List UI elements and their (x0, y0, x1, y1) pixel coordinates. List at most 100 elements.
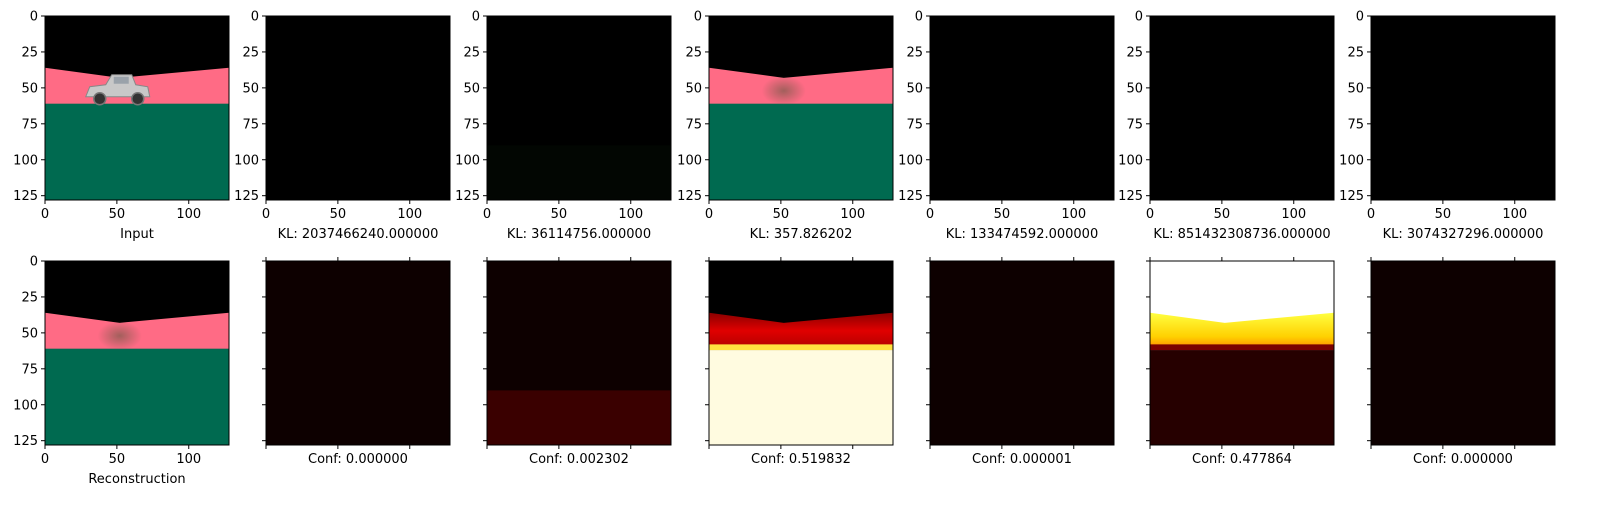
x-tick-label: 100 (1061, 207, 1086, 222)
y-tick-label: 0 (251, 10, 259, 25)
x-tick-label: 50 (330, 207, 347, 222)
y-tick-label: 125 (13, 434, 38, 449)
x-tick-label: 50 (1435, 207, 1452, 222)
heatmap-dark (930, 261, 1114, 445)
axes-frame (265, 260, 451, 446)
subplot-bottom-7: Conf: 0.000000 (1367, 257, 1556, 467)
y-tick-label: 50 (463, 81, 480, 96)
y-tick-label: 125 (898, 189, 923, 204)
subplot-bottom-6: Conf: 0.477864 (1146, 257, 1335, 467)
y-tick-label: 100 (898, 153, 923, 168)
axes-frame (708, 15, 894, 201)
axes-frame (929, 15, 1115, 201)
subplot-top-3: 0 50 100 0 25 50 75 100 125 KL: 36114756.000000 (455, 10, 672, 242)
y-tick-label: 75 (242, 117, 259, 132)
y-tick-label: 100 (677, 153, 702, 168)
y-tick-label: 100 (1339, 153, 1364, 168)
axes-frame (486, 15, 672, 201)
x-tick-label: 100 (1281, 207, 1306, 222)
y-tick-label: 0 (30, 255, 38, 270)
panel-caption: KL: 851432308736.000000 (1153, 227, 1330, 242)
x-tick-label: 50 (994, 207, 1011, 222)
subplot-top-7: 0 50 100 0 25 50 75 100 125 KL: 3074327296.000000 (1339, 10, 1556, 242)
y-tick-label: 75 (463, 117, 480, 132)
x-tick-label: 0 (483, 207, 491, 222)
y-tick-label: 50 (242, 81, 259, 96)
x-tick-label: 0 (1367, 207, 1375, 222)
y-tick-label: 25 (906, 45, 923, 60)
x-tick-label: 50 (1214, 207, 1231, 222)
x-tick-label: 100 (1502, 207, 1527, 222)
image-black (1371, 16, 1555, 200)
y-tick-label: 125 (455, 189, 480, 204)
x-tick-label: 100 (176, 452, 201, 467)
axes-frame (929, 260, 1115, 446)
panel-caption: KL: 357.826202 (750, 227, 853, 242)
y-tick-label: 75 (1347, 117, 1364, 132)
ground-region (709, 103, 893, 200)
y-tick-label: 25 (685, 45, 702, 60)
axes-frame (44, 260, 230, 446)
y-tick-label: 75 (21, 362, 38, 377)
axes-frame (265, 15, 451, 201)
subplot-top-1: 0 50 100 0 25 50 75 100 125 Input (13, 10, 230, 242)
heatmap-band (709, 312, 893, 349)
heatmap-edge (709, 344, 893, 351)
y-tick-label: 0 (915, 10, 923, 25)
y-tick-label: 75 (21, 117, 38, 132)
image-black (1150, 16, 1334, 200)
subplot-top-5: 0 50 100 0 25 50 75 100 125 KL: 133474592.000000 (898, 10, 1115, 242)
y-tick-label: 125 (1118, 189, 1143, 204)
panel-caption: Conf: 0.000000 (308, 452, 408, 467)
panel-caption: Input (120, 227, 154, 242)
car-wheel (93, 92, 107, 106)
axes-frame (44, 15, 230, 201)
panel-caption: Conf: 0.002302 (529, 452, 629, 467)
y-tick-label: 125 (13, 189, 38, 204)
car-body (85, 74, 151, 98)
y-tick-label: 75 (906, 117, 923, 132)
y-tick-label: 25 (21, 45, 38, 60)
x-tick-label: 0 (262, 207, 270, 222)
subplot-top-2: 0 50 100 0 25 50 75 100 125 KL: 2037466240.000000 (234, 10, 451, 242)
panel-caption: Reconstruction (88, 472, 185, 487)
ground-region (45, 103, 229, 200)
subplot-bottom-4: Conf: 0.519832 (705, 257, 894, 467)
y-tick-label: 100 (13, 398, 38, 413)
x-tick-label: 50 (551, 207, 568, 222)
y-tick-label: 50 (21, 81, 38, 96)
y-tick-label: 125 (1339, 189, 1364, 204)
heatmap-ground (709, 350, 893, 445)
panel-caption: Conf: 0.477864 (1192, 452, 1292, 467)
x-tick-label: 0 (41, 452, 49, 467)
car-blur (97, 321, 142, 351)
axes-frame (486, 260, 672, 446)
y-tick-label: 75 (1126, 117, 1143, 132)
x-tick-label: 100 (840, 207, 865, 222)
y-tick-label: 100 (1118, 153, 1143, 168)
panel-caption: KL: 133474592.000000 (946, 227, 1098, 242)
panel-caption: Conf: 0.519832 (751, 452, 851, 467)
x-tick-label: 50 (109, 207, 126, 222)
panel-caption: KL: 3074327296.000000 (1383, 227, 1544, 242)
x-tick-label: 0 (1146, 207, 1154, 222)
y-tick-label: 50 (1347, 81, 1364, 96)
y-tick-label: 25 (21, 290, 38, 305)
panel-caption: Conf: 0.000000 (1413, 452, 1513, 467)
axes-frame (1370, 15, 1556, 201)
car-wheel (131, 92, 145, 106)
y-tick-label: 50 (906, 81, 923, 96)
panel-caption: Conf: 0.000001 (972, 452, 1072, 467)
heatmap-band (1150, 312, 1334, 348)
y-tick-label: 0 (1135, 10, 1143, 25)
y-tick-label: 50 (21, 326, 38, 341)
y-tick-label: 50 (685, 81, 702, 96)
image-black (266, 16, 450, 200)
y-tick-label: 100 (455, 153, 480, 168)
x-tick-label: 50 (109, 452, 126, 467)
subplot-bottom-2: Conf: 0.000000 (262, 257, 451, 467)
y-tick-label: 0 (472, 10, 480, 25)
y-tick-label: 0 (30, 10, 38, 25)
heatmap-lowband (487, 390, 671, 445)
